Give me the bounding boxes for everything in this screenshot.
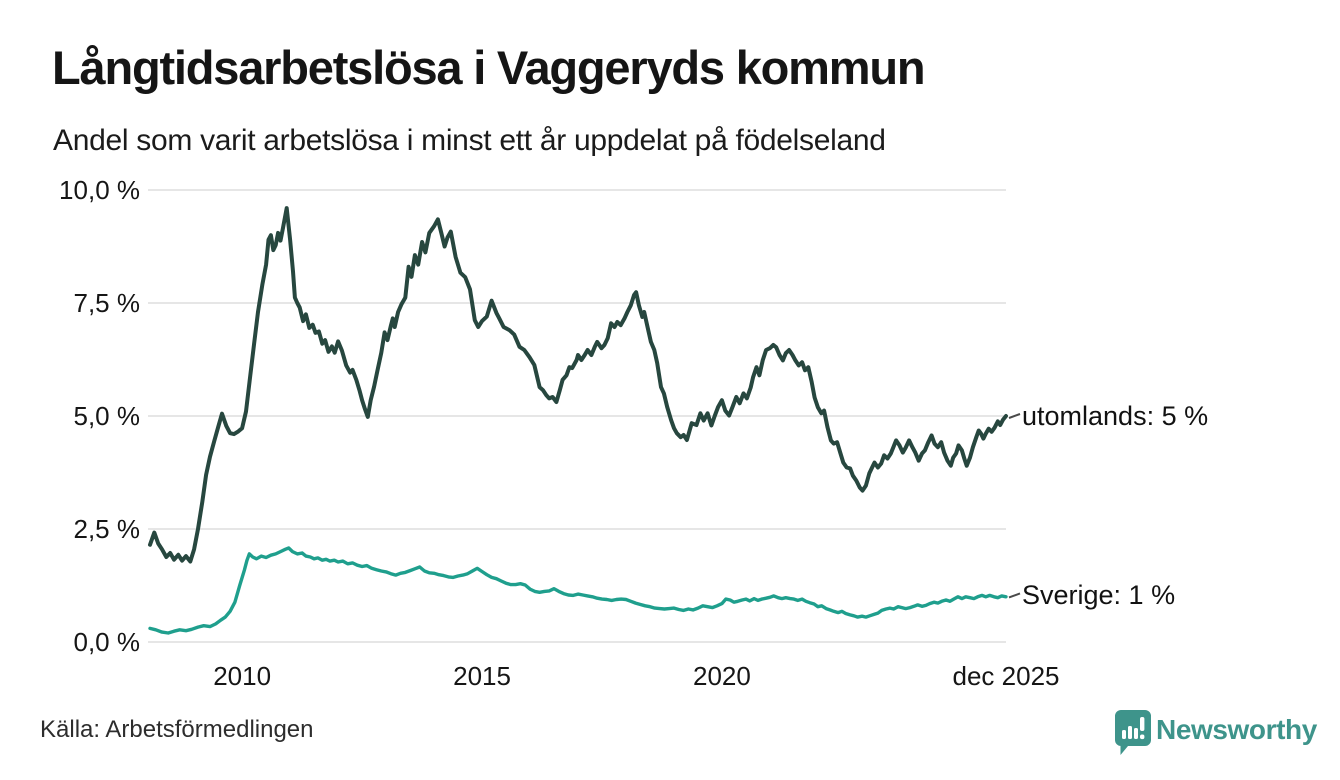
series-line-Sverige <box>148 546 1008 635</box>
x-tick-label: 2010 <box>213 661 272 691</box>
source-note: Källa: Arbetsförmedlingen <box>40 716 314 743</box>
series-end-label-Sverige: Sverige: 1 % <box>1022 580 1176 611</box>
page-subtitle: Andel som varit arbetslösa i minst ett å… <box>53 124 886 157</box>
newsworthy-logo: Newsworthy <box>1114 709 1334 761</box>
y-tick-label: 7,5 % <box>73 288 141 318</box>
y-tick-label: 10,0 % <box>59 175 140 205</box>
y-tick-label: 5,0 % <box>73 401 141 431</box>
newsworthy-logo-text: Newsworthy <box>1156 714 1317 745</box>
x-tick-label: dec 2025 <box>952 661 1060 691</box>
page-title: Långtidsarbetslösa i Vaggeryds kommun <box>52 41 926 94</box>
series-end-label-utomlands: utomlands: 5 % <box>1022 401 1209 431</box>
y-tick-label: 2,5 % <box>73 514 141 544</box>
series-line-utomlands <box>148 206 1008 564</box>
y-tick-label: 0,0 % <box>73 627 141 657</box>
series-label-dash <box>1008 413 1021 419</box>
x-tick-label: 2015 <box>453 661 511 691</box>
series-label-dash <box>1008 592 1021 599</box>
newsworthy-logo-icon <box>1115 710 1151 755</box>
x-tick-label: 2020 <box>693 661 751 691</box>
